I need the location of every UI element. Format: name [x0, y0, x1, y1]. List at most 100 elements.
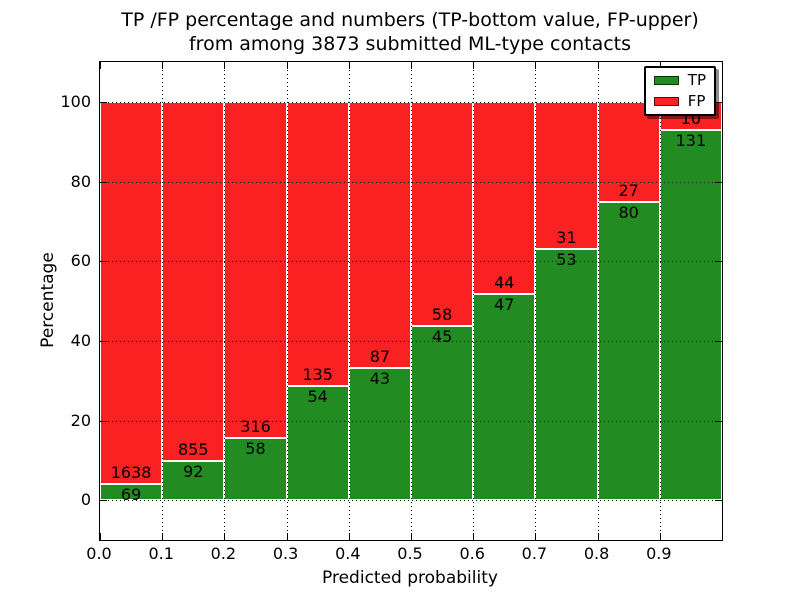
bar-segment-tp: [348, 368, 411, 501]
y-tick-right: [715, 500, 722, 502]
bar-label-tp: 54: [307, 387, 328, 407]
x-tick-label: 0.8: [583, 544, 610, 563]
y-tick-right: [715, 101, 722, 103]
y-tick-right: [715, 261, 722, 263]
bar-segment-fp: [162, 101, 225, 462]
bar-label-fp: 855: [178, 440, 209, 460]
x-tick-top: [100, 62, 101, 69]
chart-title-line2: from among 3873 submitted ML-type contac…: [188, 33, 632, 55]
x-tick-bottom: [162, 533, 164, 540]
plot-area: 1638 69 855 92 316 58 135 54 87 43 58 45 44 47 31 53 27 8…: [99, 61, 723, 541]
x-tick-bottom: [348, 533, 350, 540]
x-tick-label: 0.0: [86, 544, 112, 563]
v-gridline: [348, 62, 350, 540]
x-tick-label: 0.6: [459, 544, 485, 563]
bar-label-fp: 31: [556, 227, 577, 247]
x-tick-top: [597, 62, 599, 69]
x-tick-top: [473, 62, 475, 69]
bar-label-fp: 135: [302, 365, 333, 385]
y-tick-right: [715, 340, 722, 342]
bar-segment-fp: [535, 101, 598, 249]
x-tick-label: 0.7: [521, 544, 548, 563]
bar-segment-tp: [100, 484, 163, 501]
x-tick-top: [162, 62, 164, 69]
v-gridline: [162, 62, 164, 540]
bars-layer: [100, 62, 722, 540]
x-tick-top: [659, 62, 661, 69]
y-axis-label: Percentage: [38, 252, 58, 348]
bar-label-tp: 58: [245, 439, 266, 459]
chart-title: TP /FP percentage and numbers (TP-bottom…: [99, 8, 721, 56]
bar-segment-tp: [162, 461, 225, 501]
x-tick-bottom: [597, 533, 599, 540]
tp-color-swatch-icon: [653, 76, 679, 85]
x-tick-bottom: [224, 533, 226, 540]
y-tick-left: [100, 181, 107, 183]
x-tick-bottom: [535, 533, 537, 540]
v-gridline: [411, 62, 412, 540]
v-gridline: [224, 62, 226, 540]
v-gridline: [286, 62, 288, 540]
x-tick-bottom: [286, 533, 288, 540]
bar-segment-tp: [535, 248, 598, 501]
bar-label-fp: 1638: [110, 463, 152, 483]
x-tick-label: 0.4: [335, 544, 361, 563]
y-tick-right: [715, 181, 722, 183]
y-tick-left: [100, 261, 107, 263]
bar-segment-fp: [411, 101, 474, 327]
y-tick-left: [100, 420, 107, 422]
fp-color-swatch-icon: [653, 97, 679, 106]
legend-item-tp: TP: [653, 71, 706, 89]
bar-label-tp: 131: [675, 131, 707, 151]
bar-label-tp: 47: [494, 295, 515, 315]
y-tick-label: 0: [80, 490, 91, 510]
bar-segment-tp: [659, 130, 722, 501]
v-gridline: [597, 62, 599, 540]
bar-label-tp: 80: [618, 203, 639, 223]
x-tick-label: 0.9: [646, 544, 672, 563]
grid-layer: [100, 62, 722, 540]
bar-segment-fp: [100, 101, 163, 485]
x-axis-label: Predicted probability: [322, 568, 498, 588]
y-tick-label: 60: [70, 251, 91, 271]
bar-label-fp: 316: [240, 417, 271, 437]
x-tick-label: 0.1: [148, 544, 174, 563]
v-gridline: [473, 62, 475, 540]
y-tick-left: [100, 500, 107, 502]
legend-label-fp: FP: [687, 92, 706, 110]
bar-label-tp: 45: [431, 327, 453, 347]
bar-label-tp: 69: [120, 485, 142, 505]
y-tick-label: 20: [70, 410, 91, 430]
bar-segment-tp: [597, 202, 660, 501]
bar-segment-fp: [473, 101, 536, 295]
bar-label-fp: 44: [494, 273, 515, 293]
chart-title-line1: TP /FP percentage and numbers (TP-bottom…: [121, 9, 699, 31]
x-tick-bottom: [411, 533, 412, 540]
x-tick-top: [348, 62, 350, 69]
x-tick-top: [286, 62, 288, 69]
y-tick-label: 80: [70, 171, 91, 191]
bar-label-fp: 27: [618, 181, 639, 201]
y-tick-right: [715, 420, 722, 422]
x-tick-label: 0.2: [210, 544, 237, 563]
legend-label-tp: TP: [687, 71, 706, 89]
x-tick-top: [411, 62, 412, 69]
y-tick-left: [100, 340, 107, 342]
bar-labels-layer: 1638 69 855 92 316 58 135 54 87 43 58 45 44 47 31 53 27 8…: [100, 62, 722, 540]
ticks-layer: [100, 62, 722, 540]
y-tick-label: 100: [60, 91, 91, 111]
v-gridline: [535, 62, 537, 540]
x-tick-label: 0.3: [272, 544, 299, 563]
bar-label-tp: 53: [556, 249, 577, 269]
y-tick-left: [100, 101, 107, 103]
y-tick-label: 40: [70, 330, 91, 350]
bar-label-tp: 43: [369, 369, 391, 389]
legend: TP FP: [643, 66, 716, 116]
bar-segment-tp: [286, 386, 349, 501]
x-tick-bottom: [659, 533, 661, 540]
x-tick-label: 0.5: [397, 544, 423, 563]
v-gridline: [659, 62, 661, 540]
legend-item-fp: FP: [653, 92, 706, 110]
bar-label-tp: 92: [183, 462, 204, 482]
